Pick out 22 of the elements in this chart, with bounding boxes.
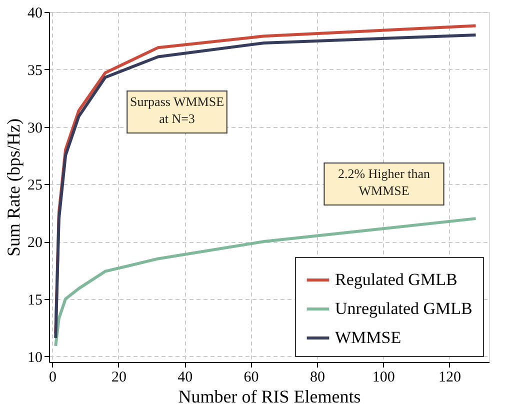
x-tick-label: 80	[310, 370, 325, 386]
x-tick-label: 40	[178, 370, 193, 386]
x-tick-label: 120	[438, 370, 462, 386]
y-tick-label: 30	[28, 120, 42, 136]
y-tick-label: 10	[28, 350, 42, 366]
y-tick-label: 35	[28, 62, 42, 79]
x-axis-title: Number of RIS Elements	[178, 386, 361, 406]
x-tick-label: 60	[244, 370, 259, 386]
legend-label: Regulated GMLB	[335, 270, 458, 289]
x-tick-label: 100	[372, 370, 395, 386]
y-tick-label: 15	[28, 292, 42, 308]
x-tick-label: 0	[49, 370, 57, 386]
legend-label: Unregulated GMLB	[335, 299, 472, 318]
line-series	[54, 217, 478, 348]
legend-label: WMMSE	[335, 328, 402, 347]
annotation: Surpass WMMSE at N=3	[130, 94, 224, 126]
y-tick-label: 40	[28, 6, 42, 22]
y-axis-title: Sum Rate (bps/Hz)	[4, 118, 24, 256]
y-tick-label: 20	[28, 235, 42, 252]
annotation: 2.2% Higher than WMMSE	[338, 166, 431, 198]
y-tick-label: 25	[28, 178, 42, 194]
x-tick-label: 20	[111, 370, 126, 386]
